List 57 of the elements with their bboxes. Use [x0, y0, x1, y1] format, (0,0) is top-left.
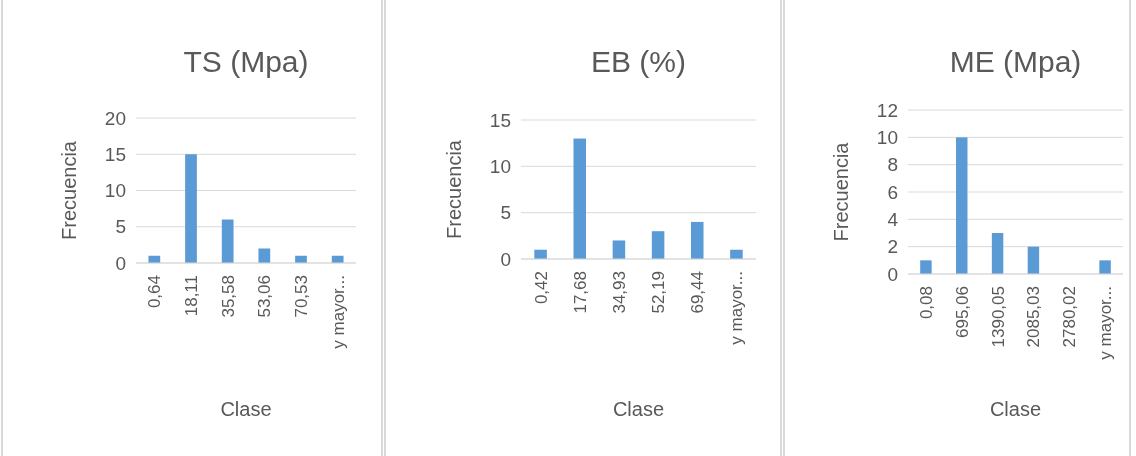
y-tick-label: 15 — [104, 143, 126, 165]
x-axis-title: Clase — [612, 398, 665, 420]
x-axis-title: Clase — [989, 398, 1042, 420]
x-tick-label: 34,93 — [609, 271, 629, 314]
y-axis-title: Frecuencia — [443, 139, 465, 239]
y-tick-label: 0 — [500, 248, 511, 270]
bar — [1027, 246, 1040, 274]
bar — [651, 231, 665, 259]
y-axis-title: Frecuencia — [58, 140, 80, 240]
bar — [956, 137, 968, 274]
bar — [534, 249, 547, 259]
x-tick-label: 53,06 — [255, 275, 275, 318]
x-tick-label: 69,44 — [688, 271, 708, 314]
y-tick-label: 12 — [876, 99, 898, 121]
x-tick-label: y mayor... — [1096, 286, 1116, 360]
bar — [612, 240, 626, 259]
y-tick-label: 5 — [115, 216, 126, 238]
bar — [258, 248, 271, 263]
x-tick-label: y mayor... — [727, 271, 747, 345]
bar — [690, 221, 704, 259]
y-tick-label: 2 — [887, 236, 898, 258]
bar — [730, 249, 743, 259]
x-axis-title: Clase — [220, 398, 272, 420]
x-tick-label: 70,53 — [291, 275, 311, 318]
y-tick-label: 10 — [104, 180, 126, 202]
y-tick-label: 15 — [489, 109, 511, 131]
x-tick-label: 0,08 — [916, 286, 936, 320]
chart-title: TS (Mpa) — [183, 45, 309, 78]
bar — [991, 233, 1004, 274]
x-tick-label: 17,68 — [570, 271, 590, 314]
x-tick-label: 0,64 — [145, 275, 165, 309]
y-axis-title: Frecuencia — [830, 141, 852, 242]
x-tick-label: 695,06 — [952, 286, 972, 338]
bar — [185, 154, 197, 263]
x-tick-label: 52,19 — [649, 271, 669, 314]
bar — [1099, 260, 1111, 274]
x-tick-label: 2780,02 — [1060, 286, 1080, 348]
x-tick-label: y mayor... — [328, 275, 348, 349]
y-tick-label: 4 — [887, 208, 899, 230]
y-tick-label: 6 — [887, 181, 898, 203]
y-tick-label: 8 — [887, 154, 898, 176]
y-tick-label: 20 — [104, 107, 126, 129]
bar — [573, 138, 587, 259]
y-tick-label: 5 — [500, 202, 511, 224]
x-tick-label: 18,11 — [181, 275, 201, 317]
y-tick-label: 10 — [489, 155, 511, 177]
y-tick-label: 0 — [887, 263, 898, 285]
chart-title: ME (Mpa) — [949, 45, 1082, 78]
bar — [920, 260, 932, 274]
x-tick-label: 35,58 — [218, 275, 238, 318]
chart-title: EB (%) — [590, 45, 687, 78]
bar — [221, 219, 234, 263]
x-tick-label: 1390,05 — [988, 286, 1008, 348]
y-tick-label: 0 — [115, 252, 126, 274]
x-tick-label: 0,42 — [531, 271, 551, 305]
x-tick-label: 2085,03 — [1024, 286, 1044, 348]
y-tick-label: 10 — [876, 126, 898, 148]
